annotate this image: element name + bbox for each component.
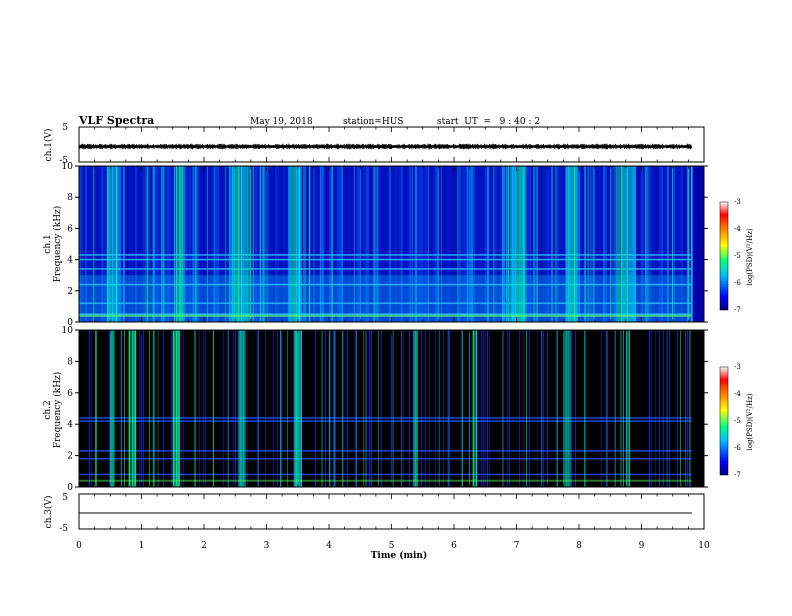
ch2-colorbar-tick-m6: -6 [734, 444, 741, 452]
time-tick-label: 8 [576, 541, 582, 551]
ch2-colorbar-label: log(PSD)(V²/Hz) [746, 393, 754, 450]
ch2-colorbar-tick-m7: -7 [734, 471, 741, 479]
ch1-colorbar [719, 201, 729, 311]
time-tick-label: 10 [698, 541, 710, 551]
time-axis-label: Time (min) [371, 550, 428, 561]
time-tick-label: 6 [451, 541, 457, 551]
ch2-colorbar [719, 366, 729, 476]
ch1-channel-label: ch.1 [43, 234, 53, 253]
ch1-ylabel: ch.1(V) [43, 129, 54, 162]
time-axis: 0 1 2 3 4 5 6 7 8 9 10 [76, 127, 710, 551]
ch1-frequency-ytick-label: 2 [67, 287, 73, 297]
ch1-frequency-ytick-label: 10 [62, 162, 74, 172]
ch2-colorbar-tick-m3: -3 [734, 363, 741, 371]
ch1-colorbar-tick-m6: -6 [734, 279, 741, 287]
time-tick-label: 2 [201, 541, 207, 551]
ch1-frequency-ytick-label: 0 [67, 318, 73, 328]
ch1-colorbar-tick-m3: -3 [734, 198, 741, 206]
ch1-frequency-ytick-label: 6 [67, 224, 73, 234]
header-start-time: start UT = 9 : 40 : 2 [437, 117, 540, 127]
ch2-channel-label: ch.2 [43, 400, 53, 419]
time-tick-label: 9 [639, 541, 645, 551]
ch2-frequency-ytick-label: 6 [67, 389, 73, 399]
ch1-frequency-ytick-label: 4 [67, 256, 73, 266]
ch2-frequency-ytick-label: 0 [67, 483, 73, 493]
time-tick-label: 1 [139, 541, 145, 551]
ch1-colorbar-label: log(PSD)(V²/Hz) [746, 228, 754, 285]
ch2-frequency-ytick-label: 10 [62, 326, 74, 336]
ch2-frequency-ytick-label: 2 [67, 452, 73, 462]
ch2-colorbar-tick-m5: -5 [734, 417, 741, 425]
ch1-colorbar-tick-m7: -7 [734, 306, 741, 314]
ch1-colorbar-tick-m4: -4 [734, 225, 741, 233]
header-station: station=HUS [343, 117, 403, 127]
ch1-frequency-ytick-label: 8 [67, 193, 73, 203]
ch1-waveform-panel: 5 -5 ch.1(V) [43, 123, 705, 166]
header-date: May 19, 2018 [250, 117, 313, 127]
ch1-spectrogram-image [79, 166, 693, 322]
ch3-ytick-top: 5 [62, 493, 68, 503]
figure-title: VLF Spectra [78, 114, 154, 127]
ch3-ylabel: ch.3(V) [43, 496, 54, 529]
ch1-spectrogram-panel: 0 2 4 6 8 10 ch.1 Frequency (kHz) -3 -4 -5 -6… [43, 162, 754, 328]
time-tick-label: 7 [514, 541, 520, 551]
time-tick-label: 0 [76, 541, 82, 551]
ch2-frequency-ticks: 0 2 4 6 8 10 [62, 326, 708, 493]
ch2-frequency-ytick-label: 8 [67, 357, 73, 367]
ch1-frequency-label: Frequency (kHz) [52, 206, 63, 283]
ch2-frequency-label: Frequency (kHz) [52, 372, 63, 449]
ch2-spectrogram-panel: 0 2 4 6 8 10 ch.2 Frequency (kHz) -3 -4 -5 -6… [43, 326, 754, 493]
ch3-waveform-panel: 5 -5 ch.3(V) [43, 493, 705, 534]
ch1-trace [78, 143, 692, 150]
time-tick-label: 4 [326, 541, 332, 551]
ch1-colorbar-tick-m5: -5 [734, 252, 741, 260]
time-tick-label: 3 [264, 541, 270, 551]
ch3-ytick-bottom: -5 [59, 524, 68, 534]
ch1-ytick-top: 5 [62, 123, 68, 133]
time-tick-label: 5 [389, 541, 395, 551]
ch2-spectrogram-image [79, 330, 692, 487]
ch2-colorbar-tick-m4: -4 [734, 390, 741, 398]
ch1-ytick-bottom: -5 [59, 156, 68, 166]
ch2-frequency-ytick-label: 4 [67, 420, 73, 430]
ch1-frequency-ticks: 0 2 4 6 8 10 [62, 162, 708, 328]
